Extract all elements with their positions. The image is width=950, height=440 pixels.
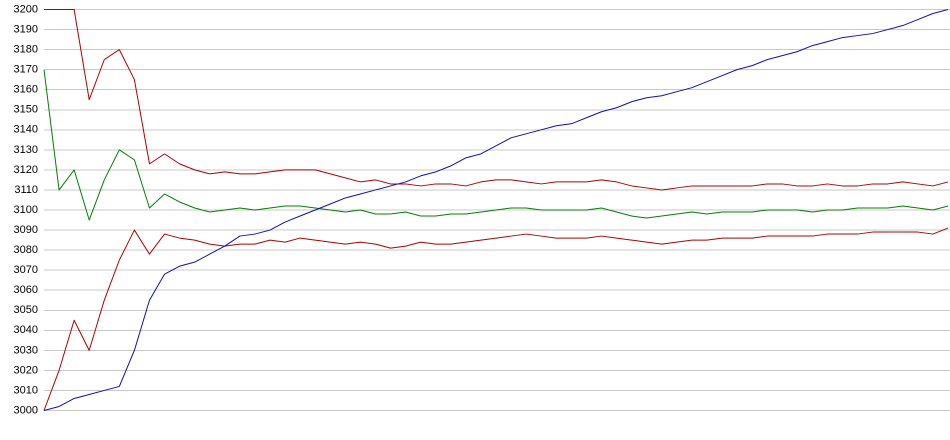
series-line (44, 9, 949, 191)
y-tick-label: 3090 (14, 224, 38, 236)
y-tick-label: 3070 (14, 264, 38, 276)
y-tick-label: 3170 (14, 64, 38, 76)
y-tick-label: 3040 (14, 324, 38, 336)
y-tick-label: 3060 (14, 284, 38, 296)
y-tick-label: 3110 (14, 184, 38, 196)
series-line (43, 227, 949, 411)
y-tick-label: 3120 (14, 164, 38, 176)
y-tick-label: 3140 (14, 124, 38, 136)
series-line (43, 9, 949, 411)
series-line (43, 69, 949, 221)
y-tick-label: 3050 (14, 304, 38, 316)
y-tick-label: 3150 (14, 104, 38, 116)
y-tick-label: 3030 (14, 344, 38, 356)
y-tick-label: 3100 (14, 204, 38, 216)
y-tick-label: 3010 (14, 384, 38, 396)
y-tick-label: 3160 (14, 84, 38, 96)
y-tick-label: 3190 (14, 23, 38, 35)
y-tick-label: 3200 (14, 3, 38, 15)
y-tick-label: 3020 (14, 364, 38, 376)
y-tick-label: 3080 (14, 244, 38, 256)
y-tick-label: 3000 (14, 404, 38, 416)
y-tick-label: 3180 (14, 44, 38, 56)
y-tick-label: 3130 (14, 144, 38, 156)
